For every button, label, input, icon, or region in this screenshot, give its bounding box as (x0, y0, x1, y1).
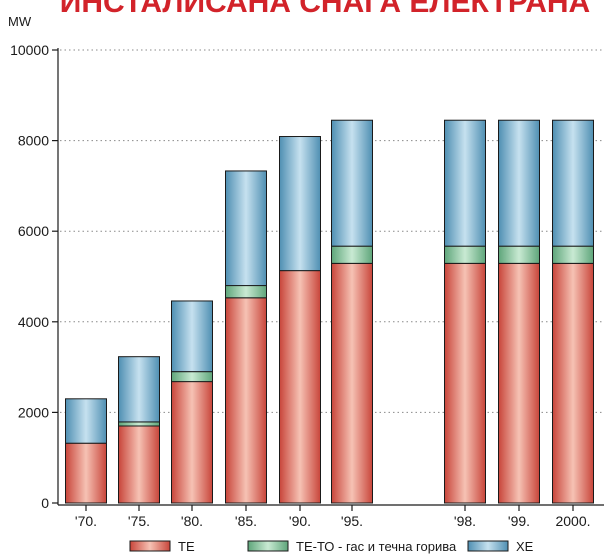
y-tick-label: 10000 (10, 42, 49, 58)
bar-te (118, 425, 160, 504)
bar-he (444, 119, 486, 247)
y-tick-label: 8000 (18, 133, 49, 149)
bar-te (279, 270, 321, 504)
bar-te-to (498, 245, 540, 264)
bar-te (65, 442, 107, 504)
legend-swatch-he (467, 540, 509, 552)
chart-title: ИНСТАЛИСАНА СНАГА ЕЛЕКТРАНА (60, 0, 590, 19)
bar-he (65, 398, 107, 444)
bar-te-to (444, 245, 486, 264)
bar-te-to (171, 371, 213, 383)
legend-label-te: ТЕ (178, 539, 195, 554)
bar-te (552, 262, 594, 504)
legend-swatch-te (129, 540, 171, 552)
bars (65, 119, 594, 504)
y-tick-label: 2000 (18, 404, 49, 420)
bar-te (444, 262, 486, 504)
bar-te-to (225, 285, 267, 299)
bar-te (171, 381, 213, 504)
x-tick-label: 2000. (555, 513, 590, 529)
bar-te (225, 297, 267, 504)
bar-te-to (552, 245, 594, 264)
bar-he (118, 356, 160, 423)
x-tick-label: '95. (341, 513, 363, 529)
x-tick-label: '99. (508, 513, 530, 529)
x-tick-label: '90. (289, 513, 311, 529)
bar-he (331, 119, 373, 247)
y-tick-label: 6000 (18, 223, 49, 239)
y-tick-label: 0 (41, 495, 49, 511)
legend-swatch-te-to (247, 540, 289, 552)
x-tick-label: '85. (235, 513, 257, 529)
x-tick-label: '75. (128, 513, 150, 529)
x-tick-label: '98. (454, 513, 476, 529)
bar-he (552, 119, 594, 247)
bar-te (331, 262, 373, 504)
bar-te-to (331, 245, 373, 264)
bar-te (498, 262, 540, 504)
bar-he (279, 136, 321, 272)
x-tick-label: '70. (75, 513, 97, 529)
legend: ТЕ ТЕ-ТО - гас и течна горива ХЕ (129, 539, 534, 554)
bar-te-to (118, 421, 160, 427)
x-tick-label: '80. (181, 513, 203, 529)
y-axis-unit: MW (8, 14, 32, 29)
legend-label-te-to: ТЕ-ТО - гас и течна горива (296, 539, 457, 554)
bar-he (171, 300, 213, 373)
legend-label-he: ХЕ (516, 539, 534, 554)
y-axis: 10000 8000 6000 4000 2000 0 (10, 42, 58, 511)
x-axis: '70. '75. '80. '85. '90. '95. '98. '99. 2000. (75, 505, 591, 529)
y-tick-label: 4000 (18, 314, 49, 330)
bar-he (498, 119, 540, 247)
bar-he (225, 170, 267, 287)
